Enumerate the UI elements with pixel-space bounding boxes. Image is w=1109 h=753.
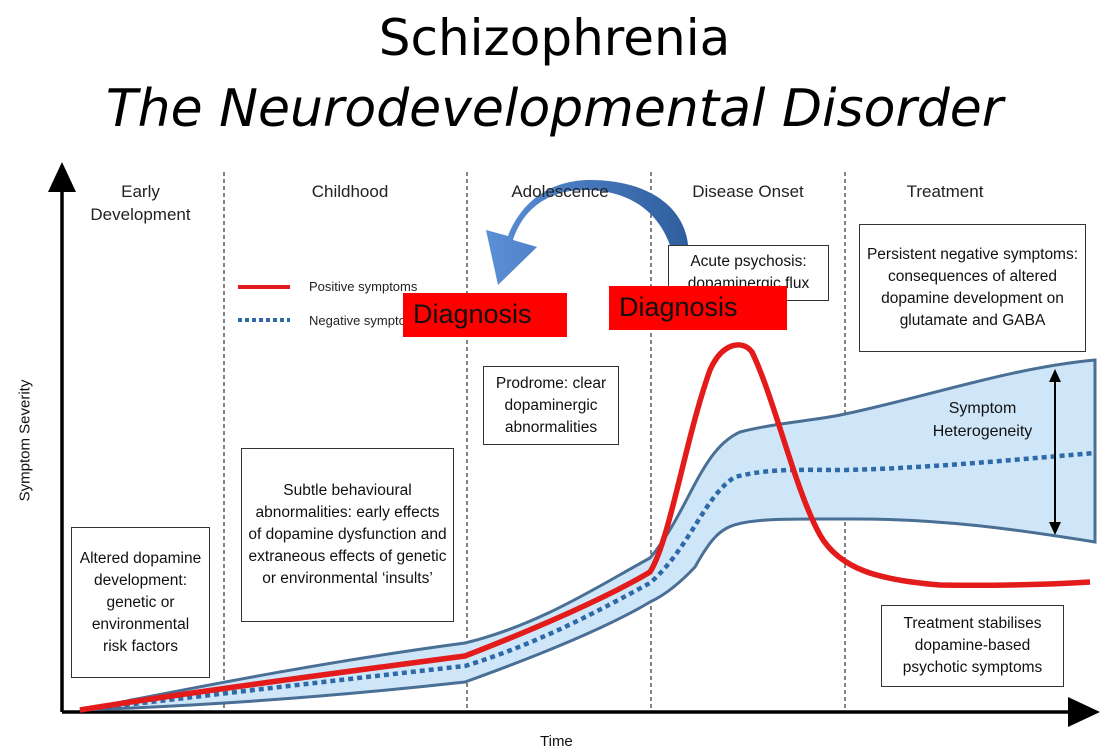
box-subtle-behavioural: Subtle behavioural abnormalities: early … (241, 448, 454, 622)
positive-symptoms-line (79, 342, 1091, 713)
symptom-heterogeneity-label: Symptom Heterogeneity (932, 400, 1033, 440)
diagnosis-badge-left: Diagnosis (403, 293, 567, 337)
box-prodrome: Prodrome: clear dopaminergic abnormaliti… (483, 366, 619, 445)
box-treatment-stabilises: Treatment stabilises dopamine-based psyc… (881, 605, 1064, 687)
heterogeneity-band (79, 358, 1097, 712)
box-persistent-negative: Persistent negative symptoms: consequenc… (859, 224, 1086, 352)
heterogeneity-arrowhead-top (1049, 369, 1061, 382)
x-axis-arrowhead (1068, 697, 1100, 727)
y-axis-arrowhead (48, 162, 76, 192)
title: Schizophrenia (378, 9, 731, 67)
negative-symptoms-line (79, 450, 1096, 713)
subtitle: The Neurodevelopmental Disorder (105, 79, 1004, 139)
box-altered-dopamine: Altered dopamine development: genetic or… (71, 527, 210, 678)
phase-label-childhood: Childhood (311, 182, 389, 201)
heterogeneity-arrowhead-bottom (1049, 522, 1061, 535)
y-axis-label: Symptom Severity (16, 379, 34, 502)
phase-label-early-development: Early Development (90, 182, 191, 224)
diagnosis-badge-right: Diagnosis (609, 286, 787, 330)
phase-label-disease-onset: Disease Onset (692, 182, 804, 201)
phase-label-treatment: Treatment (906, 182, 984, 201)
phase-label-adolescence: Adolescence (511, 182, 609, 201)
x-axis-label: Time (540, 733, 573, 750)
legend-negative-label: Negative symptoms (309, 313, 424, 328)
legend-positive-label: Positive symptoms (309, 279, 418, 294)
